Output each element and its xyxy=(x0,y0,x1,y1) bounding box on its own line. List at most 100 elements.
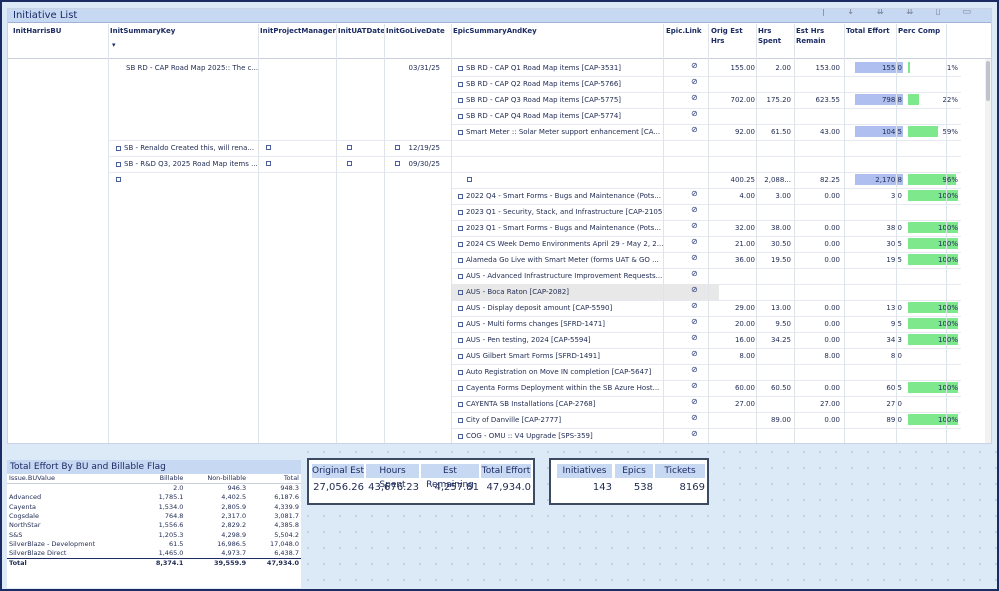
epic-link-icon[interactable]: ⊘ xyxy=(691,413,698,422)
expand-checkbox-icon[interactable] xyxy=(458,97,463,103)
filter-icon[interactable]: ▯ xyxy=(935,8,941,17)
expand-checkbox-icon[interactable] xyxy=(395,161,400,166)
effort-row[interactable]: SilverBlaze Direct 1,465.0 4,973.7 6,438.7 xyxy=(7,549,301,559)
epic-link-icon[interactable]: ⊘ xyxy=(691,301,698,310)
epic-link-icon[interactable]: ⊘ xyxy=(691,429,698,438)
expand-checkbox-icon[interactable] xyxy=(347,161,352,166)
column-header-epic-link[interactable]: Epic.Link xyxy=(666,27,702,35)
expand-checkbox-icon[interactable] xyxy=(458,129,463,135)
effort-by-bu-table[interactable]: Total Effort By BU and Billable Flag Iss… xyxy=(7,460,301,588)
epic-summary[interactable]: 2023 Q1 - Security, Stack, and Infrastru… xyxy=(458,207,663,217)
epic-link-icon[interactable]: ⊘ xyxy=(691,93,698,102)
column-header-total-effort[interactable]: Total Effort xyxy=(846,27,890,35)
expand-checkbox-icon[interactable] xyxy=(116,161,121,167)
pin-icon[interactable]: | xyxy=(821,8,825,17)
effort-col-header[interactable]: Issue.BUValue xyxy=(7,474,140,484)
column-header-inituatdate[interactable]: InitUATDate xyxy=(338,27,386,35)
effort-row[interactable]: SilverBlaze - Development 61.5 16,986.5 17,… xyxy=(7,540,301,549)
effort-col-header[interactable]: Total xyxy=(248,474,301,484)
epic-link-icon[interactable]: ⊘ xyxy=(691,253,698,262)
expand-checkbox-icon[interactable] xyxy=(458,433,463,439)
epic-link-icon[interactable]: ⊘ xyxy=(691,397,698,406)
counts-summary-card[interactable]: Initiatives 143 Epics 538 Tickets 8169 xyxy=(549,458,709,505)
expand-level-icon[interactable]: ⇊ xyxy=(876,8,884,17)
epic-summary[interactable]: SB RD - CAP Q3 Road Map items [CAP-5775] xyxy=(458,95,663,105)
group-summary[interactable]: SB - Renaldo Created this, will rena... xyxy=(116,143,261,153)
epic-summary[interactable]: 2024 CS Week Demo Environments April 29 … xyxy=(458,239,663,249)
vertical-scrollbar[interactable] xyxy=(985,59,991,443)
epic-summary[interactable]: Smart Meter :: Solar Meter support enhan… xyxy=(458,127,663,137)
column-header-epicsummaryandkey[interactable]: EpicSummaryAndKey xyxy=(453,27,537,35)
expand-checkbox-icon[interactable] xyxy=(458,209,463,215)
focus-mode-icon[interactable]: ▭ xyxy=(962,8,971,17)
expand-checkbox-icon[interactable] xyxy=(458,305,463,311)
expand-all-icon[interactable]: ⇊ xyxy=(905,8,914,17)
epic-link-icon[interactable]: ⊘ xyxy=(691,189,698,198)
effort-row[interactable]: 2.0 946.3 948.3 xyxy=(7,484,301,494)
effort-row[interactable]: NorthStar 1,556.6 2,829.2 4,385.8 xyxy=(7,521,301,530)
epic-link-icon[interactable]: ⊘ xyxy=(691,221,698,230)
expand-checkbox-icon[interactable] xyxy=(395,145,400,150)
epic-link-icon[interactable]: ⊘ xyxy=(691,237,698,246)
expand-checkbox-icon[interactable] xyxy=(458,353,463,359)
epic-summary[interactable]: AUS Gilbert Smart Forms [SFRD-1491] xyxy=(458,351,663,361)
column-header-hrs-spent[interactable]: Hrs Spent xyxy=(758,27,782,45)
drill-down-icon[interactable]: ↓ xyxy=(846,8,855,17)
expand-checkbox-icon[interactable] xyxy=(458,337,463,343)
column-header-initprojectmanager[interactable]: InitProjectManager xyxy=(260,27,336,35)
column-header-orig-est-hrs[interactable]: Orig Est Hrs xyxy=(711,27,743,45)
epic-summary[interactable]: SB RD - CAP Q1 Road Map items [CAP-3531] xyxy=(458,63,663,73)
initiative-list-visual[interactable]: Initiative List | ↓ ⇊ ⇊ ▯ ▭ InitHarrisBU… xyxy=(7,8,992,444)
epic-summary[interactable]: AUS - Advanced Infrastructure Improvemen… xyxy=(458,271,663,281)
expand-checkbox-icon[interactable] xyxy=(458,193,463,199)
effort-row[interactable]: Advanced 1,785.1 4,402.5 6,187.6 xyxy=(7,493,301,502)
effort-row[interactable]: Cogsdale 764.8 2,317.0 3,081.7 xyxy=(7,512,301,521)
epic-link-icon[interactable]: ⊘ xyxy=(691,365,698,374)
epic-summary[interactable]: AUS - Display deposit amount [CAP-5590] xyxy=(458,303,663,313)
column-header-perc-comp[interactable]: Perc Comp xyxy=(898,27,941,35)
scroll-thumb[interactable] xyxy=(986,61,990,101)
epic-link-icon[interactable]: ⊘ xyxy=(691,349,698,358)
expand-checkbox-icon[interactable] xyxy=(458,417,463,423)
epic-summary[interactable]: City of Danville [CAP-2777] xyxy=(458,415,663,425)
expand-checkbox-icon[interactable] xyxy=(458,385,463,391)
epic-summary[interactable]: SB RD - CAP Q4 Road Map items [CAP-5774] xyxy=(458,111,663,121)
epic-summary[interactable]: SB RD - CAP Q2 Road Map items [CAP-5766] xyxy=(458,79,663,89)
expand-checkbox-icon[interactable] xyxy=(116,145,121,151)
effort-col-header[interactable]: Non-billable xyxy=(185,474,249,484)
effort-row[interactable]: S&S 1,205.3 4,298.9 5,504.2 xyxy=(7,531,301,540)
epic-link-icon[interactable]: ⊘ xyxy=(691,205,698,214)
epic-link-icon[interactable]: ⊘ xyxy=(691,285,698,294)
epic-summary[interactable]: COG - OMU :: V4 Upgrade [SPS-359] xyxy=(458,431,663,441)
expand-checkbox-icon[interactable] xyxy=(458,401,463,407)
expand-checkbox-icon[interactable] xyxy=(458,289,463,295)
expand-checkbox-icon[interactable] xyxy=(458,273,463,279)
sort-indicator-icon[interactable]: ▾ xyxy=(112,41,116,49)
expand-checkbox-icon[interactable] xyxy=(458,321,463,327)
epic-summary[interactable]: AUS - Pen testing, 2024 [CAP-5594] xyxy=(458,335,663,345)
epic-summary[interactable]: 2022 Q4 - Smart Forms - Bugs and Mainten… xyxy=(458,191,663,201)
expand-checkbox-icon[interactable] xyxy=(467,177,472,182)
column-header-initsummarykey[interactable]: InitSummaryKey xyxy=(110,27,176,35)
epic-link-icon[interactable]: ⊘ xyxy=(691,317,698,326)
epic-summary[interactable]: AUS - Multi forms changes [SFRD-1471] xyxy=(458,319,663,329)
expand-checkbox-icon[interactable] xyxy=(266,145,271,150)
epic-link-icon[interactable]: ⊘ xyxy=(691,125,698,134)
column-header-est-hrs-remain[interactable]: Est Hrs Remain xyxy=(796,27,826,45)
epic-summary[interactable]: Alameda Go Live with Smart Meter (forms … xyxy=(458,255,663,265)
epic-link-icon[interactable]: ⊘ xyxy=(691,61,698,70)
epic-summary[interactable]: AUS - Boca Raton [CAP-2082] xyxy=(458,287,663,297)
epic-summary[interactable]: CAYENTA SB Installations [CAP-2768] xyxy=(458,399,663,409)
epic-summary[interactable]: 2023 Q1 - Smart Forms - Bugs and Mainten… xyxy=(458,223,663,233)
expand-checkbox-icon[interactable] xyxy=(347,145,352,150)
epic-summary[interactable]: Cayenta Forms Deployment within the SB A… xyxy=(458,383,663,393)
expand-checkbox-icon[interactable] xyxy=(458,113,463,119)
expand-checkbox-icon[interactable] xyxy=(458,225,463,231)
column-header-initharrisbu[interactable]: InitHarrisBU xyxy=(13,27,62,35)
expand-checkbox-icon[interactable] xyxy=(458,65,463,71)
expand-checkbox-icon[interactable] xyxy=(458,81,463,87)
epic-link-icon[interactable]: ⊘ xyxy=(691,269,698,278)
expand-checkbox-icon[interactable] xyxy=(458,241,463,247)
epic-link-icon[interactable]: ⊘ xyxy=(691,333,698,342)
hours-summary-card[interactable]: Original Est 27,056.26 Hours Spent 43,676.2… xyxy=(307,458,535,505)
